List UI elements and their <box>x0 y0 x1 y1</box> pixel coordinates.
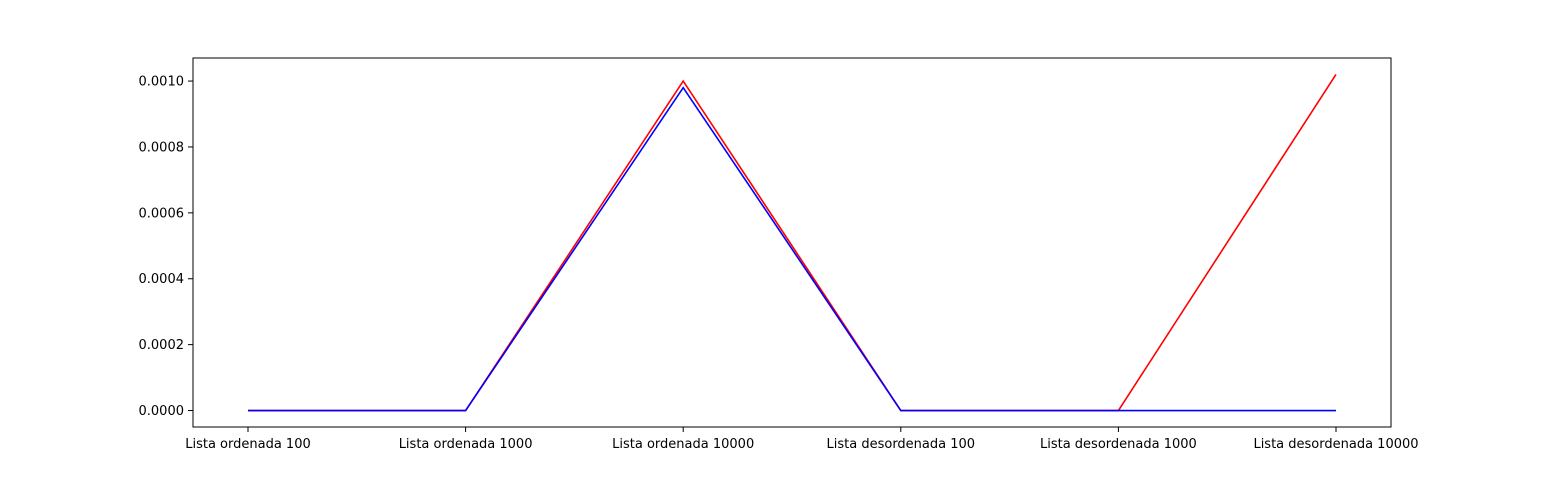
y-tick-label: 0.0006 <box>139 206 185 221</box>
x-tick-label: Lista desordenada 100 <box>827 437 976 452</box>
x-tick-label: Lista ordenada 1000 <box>399 437 533 452</box>
y-tick-label: 0.0000 <box>139 404 185 419</box>
x-tick-label: Lista desordenada 1000 <box>1040 437 1197 452</box>
y-tick-label: 0.0004 <box>139 272 185 287</box>
x-tick-label: Lista ordenada 10000 <box>612 437 754 452</box>
series-line-2 <box>248 86 1336 412</box>
y-tick-label: 0.0008 <box>139 140 185 155</box>
plot-frame <box>192 57 1392 428</box>
y-tick-label: 0.0010 <box>139 75 185 90</box>
x-tick-label: Lista desordenada 10000 <box>1253 437 1418 452</box>
plot-area <box>193 58 1391 427</box>
x-tick-label: Lista ordenada 100 <box>185 437 311 452</box>
y-tick-label: 0.0002 <box>139 338 185 353</box>
